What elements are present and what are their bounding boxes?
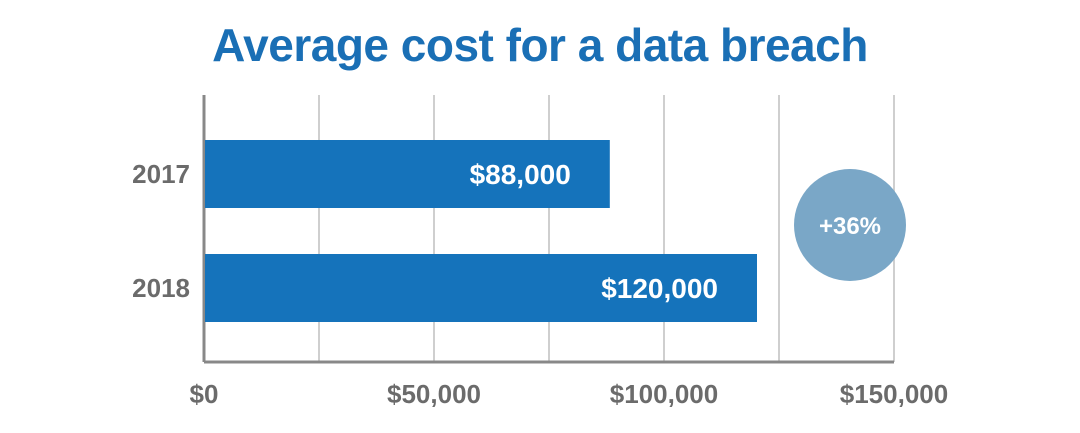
x-tick-label: $150,000 (840, 379, 948, 409)
x-tick-label: $100,000 (610, 379, 718, 409)
data-label: $120,000 (601, 273, 718, 304)
labels: $0 $50,000 $100,000 $150,000 2017 $88,000 2018… (132, 159, 948, 409)
category-label: 2018 (132, 273, 190, 303)
x-tick-label: $50,000 (387, 379, 481, 409)
badge-circle (794, 169, 906, 281)
axes (202, 95, 894, 364)
badge-label: +36% (819, 213, 881, 240)
bar (205, 254, 757, 322)
bars (205, 140, 757, 322)
chart-title: Average cost for a data breach (212, 19, 868, 71)
bar (205, 140, 610, 208)
category-label: 2017 (132, 159, 190, 189)
x-tick-label: $0 (190, 379, 219, 409)
change-badge: +36% (794, 169, 906, 281)
data-label: $88,000 (470, 159, 571, 190)
